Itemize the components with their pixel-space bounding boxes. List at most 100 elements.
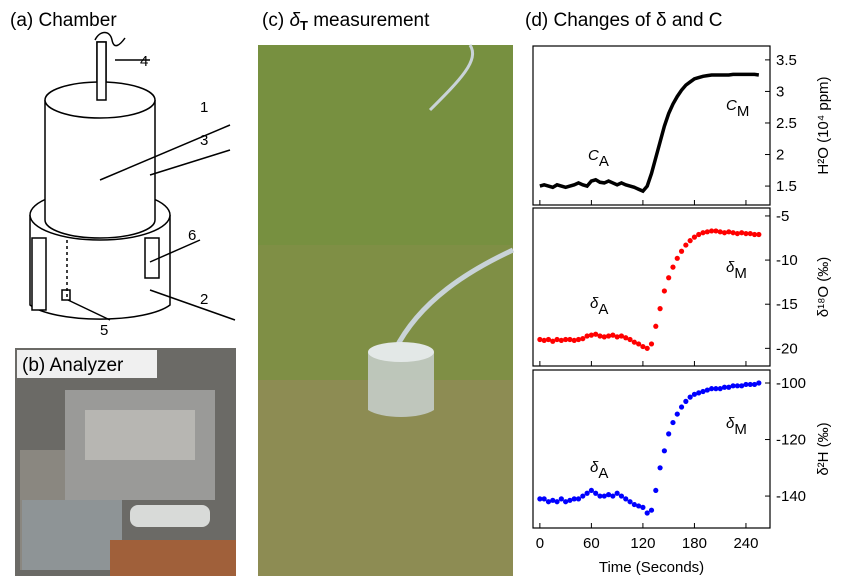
data-point xyxy=(747,381,753,388)
data-point xyxy=(614,334,620,340)
part-label: 3 xyxy=(200,132,208,149)
annotation: CA xyxy=(588,147,609,170)
data-point xyxy=(537,496,543,502)
data-point xyxy=(751,231,758,238)
data-point xyxy=(721,230,728,236)
data-point xyxy=(554,336,560,343)
annotation: δM xyxy=(726,415,747,438)
panel-title: (b) Analyzer xyxy=(22,355,124,376)
data-point xyxy=(618,493,625,499)
plot-frame xyxy=(532,207,771,367)
data-point xyxy=(601,493,607,499)
annotation: CM xyxy=(726,97,749,120)
y-tick-label: 1.5 xyxy=(776,178,797,195)
data-point xyxy=(678,248,685,254)
annotation-subscript: M xyxy=(734,421,747,438)
data-point xyxy=(696,231,702,238)
data-point xyxy=(545,336,552,343)
y-tick-label: -10 xyxy=(776,252,798,269)
annotation-symbol: δ xyxy=(590,459,599,476)
y-tick-label: 3 xyxy=(776,83,784,100)
data-point xyxy=(597,493,603,499)
panel-title: (d) Changes of δ and C xyxy=(525,10,723,31)
data-point xyxy=(627,499,633,505)
annotation: δM xyxy=(726,259,747,282)
data-point xyxy=(726,384,732,390)
data-point xyxy=(687,394,693,400)
data-point xyxy=(674,255,680,261)
data-point xyxy=(631,501,637,508)
x-tick-label: 120 xyxy=(630,535,655,552)
data-point xyxy=(601,334,607,340)
data-point xyxy=(623,496,629,502)
data-point xyxy=(588,332,594,338)
data-point xyxy=(670,419,676,426)
data-point xyxy=(756,231,762,238)
data-point xyxy=(545,499,552,505)
data-point xyxy=(653,323,659,329)
data-point xyxy=(683,398,689,404)
data-point xyxy=(730,230,736,236)
data-point xyxy=(743,381,749,388)
data-point xyxy=(610,493,616,499)
panel-title: (c) δT measurement xyxy=(262,10,430,33)
y-tick-label: 2.5 xyxy=(776,115,797,132)
data-point xyxy=(584,490,590,496)
data-point xyxy=(661,288,667,294)
data-point xyxy=(709,228,715,234)
y-tick-label: 2 xyxy=(776,147,784,164)
data-line xyxy=(539,72,760,194)
annotation-subscript: M xyxy=(737,103,750,120)
data-point xyxy=(618,333,625,339)
data-point xyxy=(687,238,693,244)
data-point xyxy=(726,229,732,235)
data-point xyxy=(704,387,710,393)
data-point xyxy=(605,492,612,498)
data-point xyxy=(691,391,698,397)
y-axis-label: δ²H (‰) xyxy=(815,422,832,475)
annotation: δA xyxy=(590,295,608,318)
data-point xyxy=(756,380,762,386)
y-axis-label: H²O (10⁴ ppm) xyxy=(815,76,832,174)
data-point xyxy=(605,333,612,339)
data-point xyxy=(661,448,667,454)
part-label: 1 xyxy=(200,99,208,116)
data-point xyxy=(580,493,586,499)
y-tick-label: -140 xyxy=(776,488,806,505)
data-point xyxy=(747,230,753,237)
data-point xyxy=(636,341,642,347)
data-point xyxy=(554,499,560,505)
y-tick-label: -5 xyxy=(776,208,789,225)
data-point xyxy=(717,386,723,392)
data-point xyxy=(550,497,556,503)
data-point xyxy=(648,341,655,347)
data-point xyxy=(678,404,685,410)
y-tick-label: 3.5 xyxy=(776,52,797,69)
data-point xyxy=(563,499,569,505)
y-tick-label: -120 xyxy=(776,432,806,449)
x-tick-label: 60 xyxy=(583,535,600,552)
panel-title: (a) Chamber xyxy=(10,10,117,31)
annotation-subscript: M xyxy=(734,265,747,282)
y-axis-label: δ¹⁸O (‰) xyxy=(815,257,832,318)
data-point xyxy=(739,230,745,236)
data-point xyxy=(709,386,715,392)
data-point xyxy=(751,381,758,388)
data-point xyxy=(631,339,637,345)
data-point xyxy=(666,275,672,281)
data-point xyxy=(614,490,620,496)
data-point xyxy=(640,504,646,510)
field-photo xyxy=(258,44,515,576)
part-label: 2 xyxy=(200,291,208,308)
data-point xyxy=(734,383,740,389)
plot-frame xyxy=(532,45,771,206)
data-point xyxy=(640,343,646,350)
data-point xyxy=(657,306,663,312)
data-point xyxy=(588,487,594,494)
part-label: 5 xyxy=(100,322,108,339)
data-point xyxy=(567,336,573,343)
data-point xyxy=(571,337,577,344)
annotation-symbol: δ xyxy=(590,295,599,312)
